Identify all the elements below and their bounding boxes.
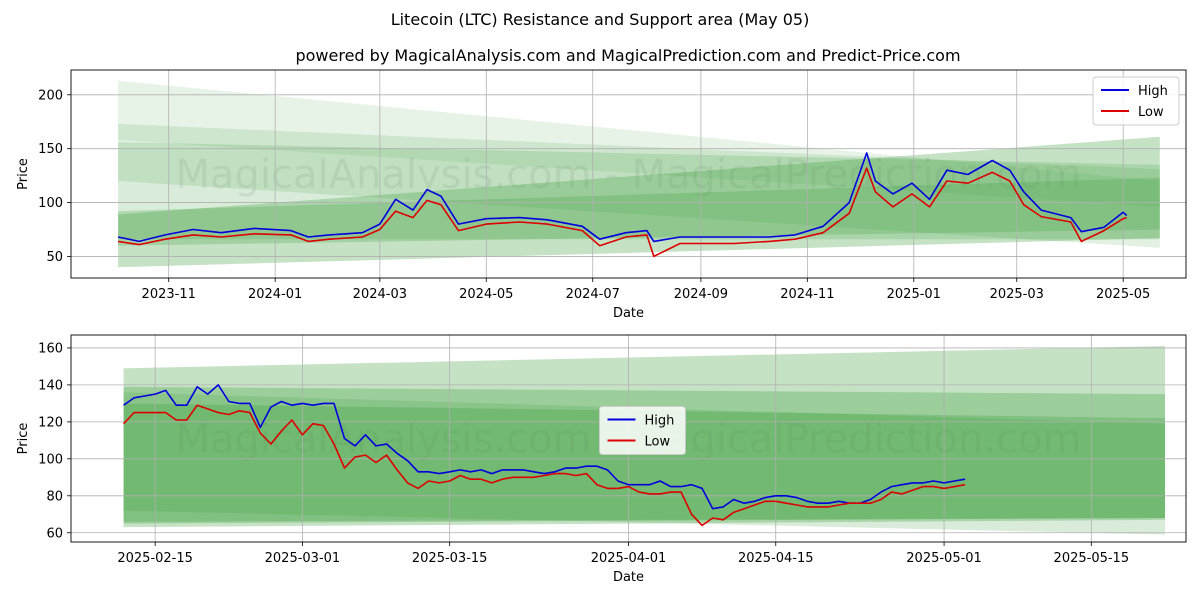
- band-0: [118, 80, 1160, 207]
- band-1: [118, 123, 1160, 248]
- y-tick-label: 100: [38, 196, 63, 211]
- series-line-low: [117, 167, 1127, 258]
- y-axis-title: Price: [16, 423, 31, 455]
- band-group: [118, 80, 1160, 268]
- top-chart: MagicalAnalysis.com - MagicalPrediction.…: [16, 69, 1187, 321]
- plot-frame: [70, 69, 1187, 279]
- y-tick-label: 100: [38, 452, 63, 467]
- x-tick-label: 2023-11: [142, 287, 196, 302]
- legend-label-low: Low: [645, 435, 671, 450]
- y-tick-label: 80: [46, 489, 63, 504]
- x-tick-label: 2025-03: [990, 287, 1044, 302]
- x-tick-label: 2025-05-01: [906, 551, 982, 566]
- x-tick-label: 2025-04-15: [738, 551, 814, 566]
- plot-frame: [70, 334, 1187, 543]
- series-line-high: [123, 384, 966, 510]
- legend-label-high: High: [645, 414, 675, 429]
- legend: High Low: [599, 406, 686, 455]
- legend-label-high: High: [1138, 84, 1168, 99]
- chart-title: Litecoin (LTC) Resistance and Support ar…: [391, 10, 810, 29]
- band-3: [118, 136, 1160, 268]
- x-tick-label: 2024-01: [248, 287, 302, 302]
- x-tick-label: 2024-09: [674, 287, 728, 302]
- series-group: [117, 152, 1128, 258]
- x-tick-label: 2025-05-15: [1054, 551, 1130, 566]
- x-tick-label: 2025-04-01: [591, 551, 667, 566]
- series-group: [123, 384, 966, 527]
- y-tick-label: 160: [38, 341, 63, 356]
- chart-subtitle: powered by MagicalAnalysis.com and Magic…: [295, 46, 960, 65]
- y-axis-title: Price: [16, 158, 31, 190]
- x-tick-label: 2024-07: [566, 287, 620, 302]
- band-4: [118, 177, 1160, 246]
- x-tick-label: 2025-03-01: [265, 551, 341, 566]
- x-tick-label: 2025-01: [887, 287, 941, 302]
- x-tick-label: 2025-03-15: [412, 551, 488, 566]
- y-tick-label: 150: [38, 142, 63, 157]
- y-tick-label: 200: [38, 88, 63, 103]
- legend: High Low: [1092, 76, 1180, 126]
- x-axis-title: Date: [613, 570, 644, 585]
- band-3: [123, 403, 1166, 522]
- legend-label-low: Low: [1138, 105, 1164, 120]
- band-2: [123, 392, 1166, 535]
- y-tick-label: 60: [46, 526, 63, 541]
- watermark-text: MagicalAnalysis.com - MagicalPrediction.…: [176, 152, 1082, 198]
- bottom-chart: MagicalAnalysis.com - MagicalPrediction.…: [16, 334, 1187, 585]
- series-line-low: [123, 404, 966, 527]
- x-axis-title: Date: [613, 306, 644, 321]
- x-tick-label: 2025-02-15: [117, 551, 193, 566]
- y-tick-label: 50: [46, 250, 63, 265]
- x-tick-label: 2024-11: [780, 287, 834, 302]
- x-tick-label: 2025-05: [1096, 287, 1150, 302]
- x-tick-label: 2024-05: [459, 287, 513, 302]
- band-2: [118, 142, 1160, 240]
- y-tick-label: 120: [38, 415, 63, 430]
- series-line-high: [117, 152, 1128, 243]
- y-tick-label: 140: [38, 378, 63, 393]
- x-tick-label: 2024-03: [353, 287, 407, 302]
- band-1: [123, 386, 1166, 524]
